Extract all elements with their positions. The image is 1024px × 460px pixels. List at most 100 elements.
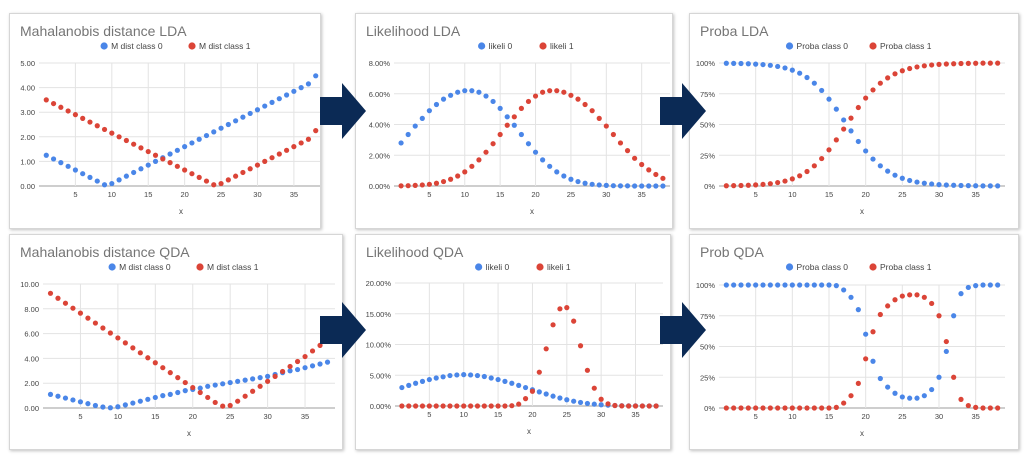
data-point — [433, 180, 440, 186]
data-point — [582, 180, 588, 186]
x-tick-label: 5 — [754, 412, 758, 421]
data-point — [138, 166, 144, 172]
data-point — [826, 282, 832, 288]
data-point — [305, 81, 312, 87]
data-point — [490, 141, 496, 147]
data-point — [907, 395, 913, 401]
data-point — [943, 182, 949, 188]
x-axis-label: x — [187, 429, 191, 438]
data-point — [225, 177, 231, 183]
data-point — [509, 380, 515, 386]
data-point — [426, 181, 432, 187]
data-point — [262, 103, 268, 109]
chart-legend: M dist class 0 M dist class 1 — [100, 41, 251, 51]
data-point — [182, 388, 188, 394]
data-point — [145, 148, 151, 155]
data-point — [490, 98, 496, 105]
data-point — [885, 75, 891, 81]
y-tick-label: 4.00 — [20, 84, 35, 93]
data-point — [189, 140, 195, 146]
data-point — [914, 179, 920, 185]
data-point — [914, 395, 920, 401]
data-point — [265, 378, 271, 384]
legend-label: Proba class 0 — [797, 262, 849, 272]
data-point — [841, 117, 847, 123]
data-point — [235, 378, 241, 384]
data-point — [448, 176, 454, 182]
data-point — [265, 373, 271, 379]
data-point — [495, 376, 501, 383]
data-point — [980, 405, 986, 411]
data-point — [617, 183, 624, 189]
data-point — [738, 60, 744, 67]
x-tick-label: 35 — [301, 412, 309, 421]
data-point — [571, 398, 577, 404]
y-tick-label: 4.00% — [369, 121, 391, 130]
data-point — [584, 367, 591, 373]
chart-legend: likeli 0 likeli 1 — [475, 262, 571, 272]
data-point — [298, 85, 304, 91]
data-point — [160, 156, 166, 162]
x-axis-label: x — [860, 429, 864, 438]
data-point — [469, 88, 475, 94]
data-point — [94, 178, 100, 184]
data-point — [564, 305, 570, 311]
data-point — [833, 404, 839, 410]
data-point — [782, 282, 788, 288]
data-point — [612, 402, 618, 409]
chart-svg: Prob QDA Proba class 0 Proba class 1 0% 25% 5… — [696, 244, 1005, 438]
data-point — [577, 343, 584, 349]
data-point — [951, 61, 957, 67]
data-point — [804, 168, 810, 175]
data-point — [313, 73, 319, 79]
data-point — [980, 282, 986, 288]
data-point — [276, 151, 282, 157]
x-tick-label: 30 — [935, 412, 943, 421]
data-point — [80, 115, 86, 121]
legend-label: M dist class 1 — [207, 262, 259, 272]
data-point — [137, 350, 143, 356]
data-point — [892, 390, 898, 396]
data-point — [987, 60, 993, 66]
legend-marker — [475, 263, 483, 271]
data-point — [137, 398, 143, 404]
data-point — [405, 131, 411, 138]
data-point — [100, 404, 106, 410]
y-tick-label: 2.00 — [24, 379, 39, 388]
data-point — [287, 363, 293, 370]
data-point — [877, 163, 883, 169]
data-point — [511, 122, 517, 128]
data-point — [639, 183, 645, 189]
chart-panel: Likelihood LDA likeli 0 likeli 1 0.00% 2.00%… — [355, 13, 673, 229]
data-point — [476, 157, 482, 163]
data-point — [540, 157, 546, 163]
data-point — [269, 155, 275, 161]
data-point — [723, 282, 729, 288]
data-point — [738, 282, 744, 288]
data-point — [92, 402, 99, 409]
data-point — [218, 125, 224, 131]
data-point — [145, 396, 151, 402]
data-point — [247, 110, 253, 117]
data-point — [522, 396, 529, 402]
data-point — [536, 389, 542, 395]
data-point — [789, 405, 795, 411]
data-point — [211, 129, 217, 135]
x-tick-label: 15 — [151, 412, 159, 421]
data-point — [175, 389, 181, 396]
data-point — [412, 182, 418, 188]
x-tick-label: 25 — [226, 412, 234, 421]
data-point — [454, 372, 460, 378]
x-tick-label: 20 — [861, 190, 869, 199]
data-point — [80, 171, 86, 177]
data-point — [557, 306, 563, 312]
data-point — [254, 162, 261, 168]
data-point — [965, 284, 971, 291]
legend-marker — [785, 263, 794, 271]
x-tick-label: 5 — [78, 412, 82, 421]
chart-legend: likeli 0 likeli 1 — [478, 41, 574, 51]
data-point — [116, 177, 122, 183]
data-point — [767, 62, 773, 68]
data-point — [899, 293, 905, 299]
x-tick-label: 30 — [935, 190, 943, 199]
